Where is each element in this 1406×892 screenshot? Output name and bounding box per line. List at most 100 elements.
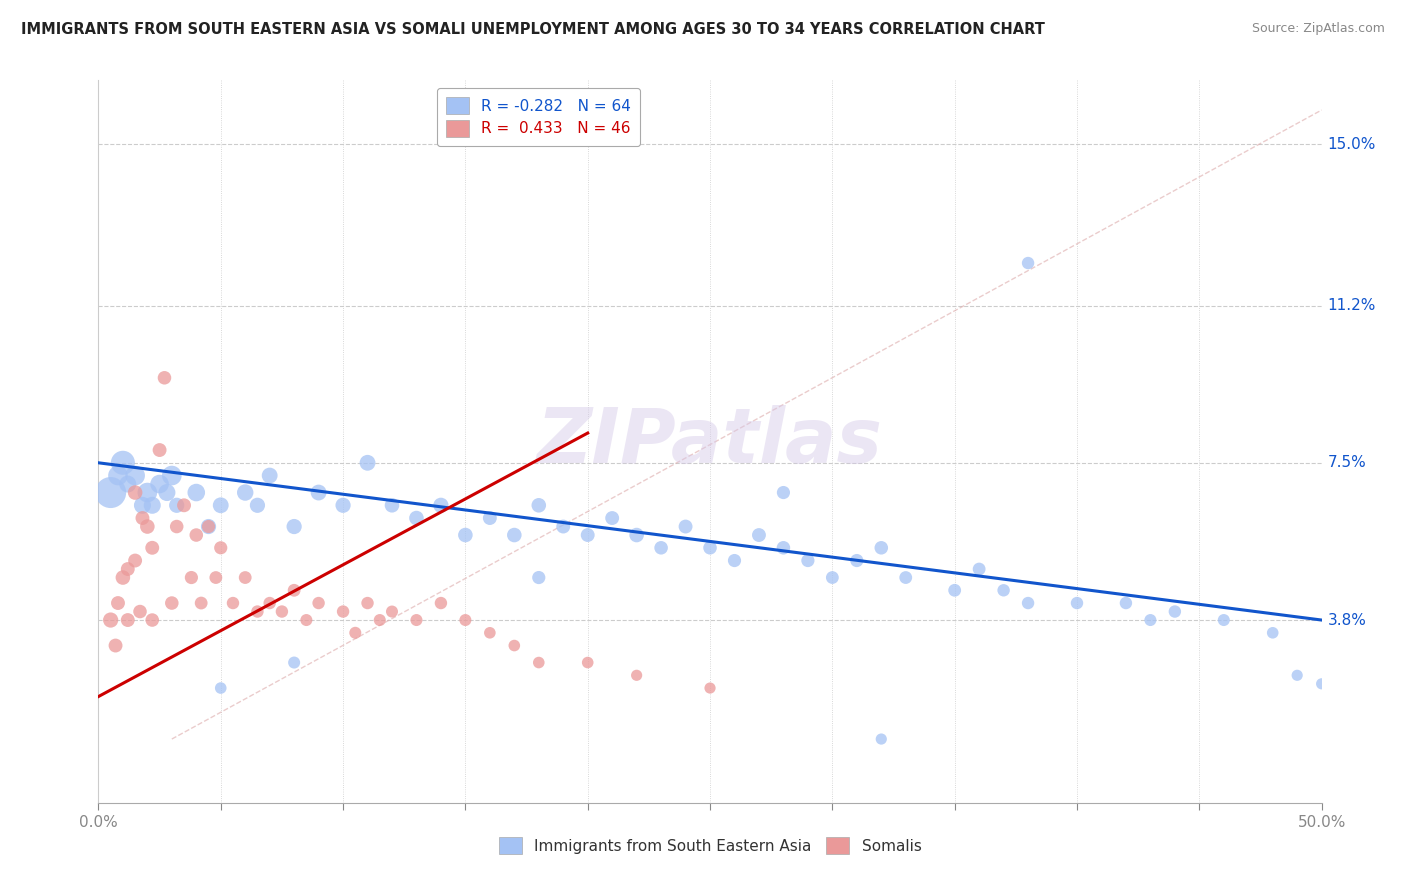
- Point: [100, 613, 122, 627]
- Point: [699, 681, 721, 695]
- Point: [197, 519, 219, 533]
- Point: [1066, 596, 1088, 610]
- Point: [186, 485, 208, 500]
- Point: [283, 656, 305, 670]
- Point: [845, 553, 868, 567]
- Point: [166, 498, 188, 512]
- Point: [478, 625, 501, 640]
- Point: [308, 596, 330, 610]
- Point: [1017, 596, 1039, 610]
- Point: [149, 477, 172, 491]
- Point: [576, 528, 599, 542]
- Point: [699, 541, 721, 555]
- Point: [124, 485, 146, 500]
- Point: [136, 519, 159, 533]
- Point: [270, 605, 294, 619]
- Point: [1017, 256, 1039, 270]
- Point: [131, 498, 153, 512]
- Point: [131, 511, 153, 525]
- Point: [233, 485, 256, 500]
- Point: [553, 519, 575, 533]
- Point: [967, 562, 990, 576]
- Point: [111, 456, 134, 470]
- Point: [180, 570, 202, 584]
- Point: [626, 668, 648, 682]
- Point: [117, 613, 139, 627]
- Point: [600, 511, 623, 525]
- Point: [259, 596, 281, 610]
- Point: [650, 541, 672, 555]
- Point: [141, 613, 163, 627]
- Point: [190, 596, 212, 610]
- Point: [430, 498, 453, 512]
- Point: [454, 528, 477, 542]
- Point: [332, 605, 354, 619]
- Text: IMMIGRANTS FROM SOUTH EASTERN ASIA VS SOMALI UNEMPLOYMENT AMONG AGES 30 TO 34 YE: IMMIGRANTS FROM SOUTH EASTERN ASIA VS SO…: [21, 22, 1045, 37]
- Point: [870, 732, 893, 747]
- Point: [100, 485, 122, 500]
- Point: [454, 613, 477, 627]
- Point: [430, 596, 453, 610]
- Text: ZIPatlas: ZIPatlas: [537, 405, 883, 478]
- Point: [527, 656, 550, 670]
- Point: [259, 468, 281, 483]
- Point: [405, 511, 427, 525]
- Point: [107, 468, 129, 483]
- Point: [136, 485, 159, 500]
- Point: [107, 596, 129, 610]
- Legend: Immigrants from South Eastern Asia, Somalis: Immigrants from South Eastern Asia, Soma…: [492, 831, 928, 860]
- Point: [124, 553, 146, 567]
- Point: [344, 625, 367, 640]
- Point: [209, 498, 232, 512]
- Point: [1286, 668, 1309, 682]
- Point: [222, 596, 245, 610]
- Point: [233, 570, 256, 584]
- Point: [246, 498, 269, 512]
- Point: [111, 570, 134, 584]
- Point: [209, 681, 232, 695]
- Point: [129, 605, 152, 619]
- Point: [1164, 605, 1187, 619]
- Point: [1115, 596, 1137, 610]
- Text: 15.0%: 15.0%: [1327, 136, 1376, 152]
- Point: [173, 498, 195, 512]
- Point: [748, 528, 770, 542]
- Point: [205, 570, 228, 584]
- Point: [197, 519, 219, 533]
- Point: [478, 511, 501, 525]
- Point: [160, 596, 183, 610]
- Point: [576, 656, 599, 670]
- Point: [527, 498, 550, 512]
- Point: [153, 371, 176, 385]
- Point: [332, 498, 354, 512]
- Point: [381, 605, 404, 619]
- Point: [772, 541, 794, 555]
- Text: 11.2%: 11.2%: [1327, 298, 1376, 313]
- Point: [772, 485, 794, 500]
- Point: [797, 553, 820, 567]
- Point: [186, 528, 208, 542]
- Point: [166, 519, 188, 533]
- Point: [675, 519, 697, 533]
- Point: [141, 498, 163, 512]
- Point: [503, 528, 526, 542]
- Point: [104, 639, 127, 653]
- Point: [149, 443, 172, 458]
- Point: [405, 613, 427, 627]
- Point: [626, 528, 648, 542]
- Point: [503, 639, 526, 653]
- Point: [356, 456, 378, 470]
- Point: [283, 583, 305, 598]
- Point: [1261, 625, 1284, 640]
- Point: [1212, 613, 1234, 627]
- Point: [141, 541, 163, 555]
- Point: [160, 468, 183, 483]
- Point: [368, 613, 391, 627]
- Point: [943, 583, 966, 598]
- Point: [308, 485, 330, 500]
- Text: 3.8%: 3.8%: [1327, 613, 1367, 628]
- Point: [381, 498, 404, 512]
- Point: [156, 485, 179, 500]
- Point: [117, 477, 139, 491]
- Point: [124, 468, 146, 483]
